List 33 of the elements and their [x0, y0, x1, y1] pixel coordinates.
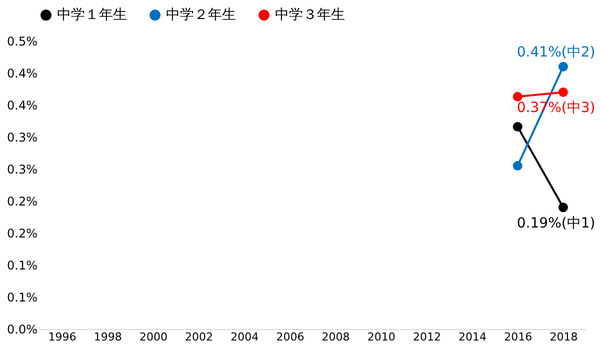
legend-label: 中学２年生 [166, 7, 236, 24]
point [512, 92, 522, 102]
x-tick-label: 2010 [367, 330, 396, 344]
x-tick-label: 2006 [276, 330, 304, 344]
x-tick-label: 1996 [48, 330, 76, 344]
y-tick-label: 0.3% [7, 130, 38, 144]
y-tick-label: 0.3% [7, 162, 38, 176]
x-tick-label: 2018 [550, 330, 578, 344]
x-tick-label: 2004 [230, 330, 259, 344]
x-tick-label: 2014 [458, 330, 487, 344]
annotation: 0.41%(中2) [516, 44, 596, 61]
point [512, 122, 522, 132]
legend-label: 中学１年生 [57, 7, 127, 24]
x-tick-label: 2002 [185, 330, 214, 344]
y-tick-label: 0.1% [7, 290, 38, 304]
point [558, 202, 568, 212]
x-tick-label: 1998 [94, 330, 122, 344]
x-tick-label: 2000 [139, 330, 168, 344]
x-tick-label: 2008 [322, 330, 350, 344]
annotation: 0.19%(中1) [516, 215, 596, 232]
legend-label: 中学３年生 [275, 7, 345, 24]
y-tick-label: 0.4% [7, 66, 38, 80]
x-tick-label: 2012 [412, 330, 441, 344]
y-tick-label: 0.0% [7, 322, 38, 336]
y-tick-label: 0.4% [7, 98, 38, 112]
point [512, 161, 522, 171]
y-tick-label: 0.2% [7, 226, 38, 240]
point [558, 62, 568, 72]
x-tick-label: 2016 [504, 330, 532, 344]
y-tick-label: 0.1% [7, 258, 38, 272]
y-tick-label: 0.5% [7, 34, 38, 48]
y-tick-label: 0.2% [7, 194, 38, 208]
point [558, 87, 568, 97]
